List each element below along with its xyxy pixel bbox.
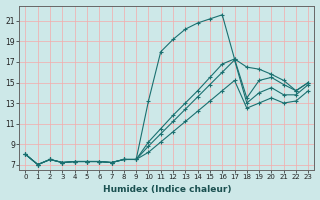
X-axis label: Humidex (Indice chaleur): Humidex (Indice chaleur) [103,185,231,194]
